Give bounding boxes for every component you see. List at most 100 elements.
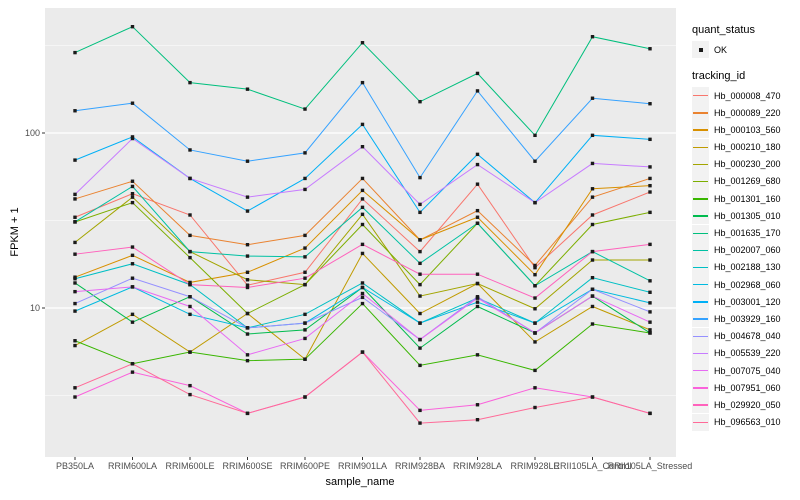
data-point xyxy=(533,159,537,163)
legend-entry-Hb_000089_220: Hb_000089_220 xyxy=(692,104,800,122)
legend-label: Hb_000230_200 xyxy=(714,159,781,170)
legend-tracking-id: tracking_id Hb_000008_470 Hb_000089_220 Hb… xyxy=(692,70,800,431)
legend-line-swatch xyxy=(693,352,708,355)
data-point xyxy=(590,133,595,138)
data-point xyxy=(303,282,307,287)
data-point xyxy=(245,353,250,357)
data-point xyxy=(648,320,652,324)
legend-entry-Hb_001635_170: Hb_001635_170 xyxy=(692,224,800,242)
data-point xyxy=(533,272,537,277)
legend-line-swatch xyxy=(693,129,708,131)
data-point xyxy=(188,304,192,309)
data-point xyxy=(303,151,307,155)
legend-entry-Hb_096563_010: Hb_096563_010 xyxy=(692,413,800,431)
legend-line-swatch xyxy=(693,404,708,406)
legend-label: Hb_000103_560 xyxy=(714,124,781,135)
data-point xyxy=(188,255,192,260)
y-axis-title: FPKM + 1 xyxy=(9,207,21,257)
data-point xyxy=(303,107,307,111)
data-point xyxy=(130,370,135,374)
legend-key-icon xyxy=(692,207,709,225)
data-point xyxy=(73,386,77,390)
data-point xyxy=(303,246,307,250)
data-point xyxy=(130,195,135,199)
legend-label: Hb_002188_130 xyxy=(714,262,781,273)
data-point xyxy=(130,179,135,183)
data-point xyxy=(188,233,192,238)
legend-label: Hb_001269_680 xyxy=(714,176,781,187)
data-point xyxy=(418,363,422,368)
data-point xyxy=(245,254,250,258)
data-point xyxy=(475,215,480,219)
data-point xyxy=(590,287,595,291)
series-points-Hb_007075_040 xyxy=(73,285,652,357)
data-point xyxy=(533,200,537,205)
data-point xyxy=(303,176,307,181)
data-point xyxy=(245,159,250,163)
data-point xyxy=(188,280,192,285)
data-point xyxy=(475,221,480,225)
legend-entry-Hb_003929_160: Hb_003929_160 xyxy=(692,310,800,328)
legend-line-swatch xyxy=(693,146,708,148)
data-point xyxy=(648,102,652,106)
data-point xyxy=(73,220,77,224)
data-point xyxy=(590,395,595,399)
data-point xyxy=(188,383,192,388)
data-point xyxy=(418,421,422,425)
y-tick-label: 100 xyxy=(24,128,40,138)
data-point xyxy=(360,212,365,217)
data-point xyxy=(648,279,652,283)
data-point xyxy=(533,340,537,344)
data-point xyxy=(360,242,365,247)
legend-label: Hb_000089_220 xyxy=(714,107,781,118)
legend-line-swatch xyxy=(693,387,708,389)
data-point xyxy=(360,176,365,181)
data-point xyxy=(475,296,480,300)
data-point xyxy=(360,291,365,296)
data-point xyxy=(73,289,77,294)
legend-label: Hb_003929_160 xyxy=(714,313,781,324)
data-point xyxy=(590,195,595,199)
data-point xyxy=(188,80,192,85)
data-point xyxy=(533,265,537,270)
data-point xyxy=(533,368,537,373)
legend-key-icon xyxy=(692,344,709,362)
data-point xyxy=(130,184,135,189)
legend-entry-Hb_029920_050: Hb_029920_050 xyxy=(692,396,800,414)
legend-line-swatch xyxy=(693,421,708,423)
legend-line-swatch xyxy=(693,215,708,217)
data-point xyxy=(418,321,422,325)
data-point xyxy=(188,176,192,181)
data-point xyxy=(303,321,307,325)
data-point xyxy=(130,362,135,366)
data-point xyxy=(475,152,480,157)
data-point xyxy=(475,89,480,93)
legend-entry-Hb_001301_160: Hb_001301_160 xyxy=(692,190,800,208)
data-point xyxy=(590,161,595,166)
data-point xyxy=(418,99,422,104)
data-point xyxy=(245,242,250,247)
data-point xyxy=(360,350,365,354)
data-point xyxy=(245,195,250,199)
data-point xyxy=(245,87,250,91)
data-point xyxy=(418,261,422,266)
data-point xyxy=(475,162,480,167)
data-point xyxy=(73,240,77,245)
series-points-Hb_005539_220 xyxy=(73,136,652,207)
y-tick-label: 10 xyxy=(29,303,40,313)
data-point xyxy=(418,408,422,413)
data-point xyxy=(648,183,652,188)
data-point xyxy=(648,190,652,194)
data-point xyxy=(303,233,307,238)
legend-key-icon xyxy=(692,327,709,345)
legend-line-swatch xyxy=(693,180,708,183)
data-point xyxy=(533,321,537,325)
series-points-Hb_000008_470 xyxy=(73,182,652,287)
data-point xyxy=(648,165,652,169)
x-tick-label: RRIM600LE xyxy=(165,461,215,471)
data-point xyxy=(590,275,595,280)
data-point xyxy=(590,213,595,217)
data-point xyxy=(475,417,480,422)
data-point xyxy=(130,262,135,266)
data-point xyxy=(73,252,77,256)
